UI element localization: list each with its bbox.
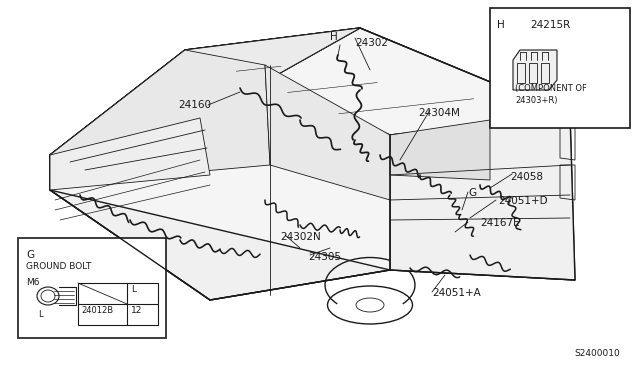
Polygon shape xyxy=(50,28,575,280)
Text: H: H xyxy=(330,32,338,42)
Bar xyxy=(490,8,630,128)
Text: S2400010: S2400010 xyxy=(574,349,620,358)
Text: G: G xyxy=(468,188,476,198)
Text: 24012B: 24012B xyxy=(81,306,113,315)
Polygon shape xyxy=(50,118,210,190)
Text: (COMPONENT OF: (COMPONENT OF xyxy=(515,84,587,93)
Polygon shape xyxy=(50,28,360,155)
Text: 24302: 24302 xyxy=(355,38,388,48)
Text: 24302N: 24302N xyxy=(280,232,321,242)
Bar xyxy=(78,283,158,325)
Polygon shape xyxy=(265,65,390,200)
Text: 24058: 24058 xyxy=(510,172,543,182)
Text: 12: 12 xyxy=(131,306,142,315)
Text: L: L xyxy=(38,310,43,319)
Text: 24167E: 24167E xyxy=(480,218,520,228)
Bar xyxy=(18,238,166,338)
Text: 24051+D: 24051+D xyxy=(498,196,548,206)
Text: 24303+R): 24303+R) xyxy=(515,96,557,105)
Polygon shape xyxy=(50,28,360,155)
Polygon shape xyxy=(390,115,575,280)
Polygon shape xyxy=(390,120,490,180)
Text: G: G xyxy=(26,250,34,260)
Text: 24160: 24160 xyxy=(178,100,211,110)
Text: GROUND BOLT: GROUND BOLT xyxy=(26,262,92,271)
Text: 24215R: 24215R xyxy=(530,20,570,30)
Polygon shape xyxy=(50,50,390,300)
Text: H: H xyxy=(497,20,505,30)
Polygon shape xyxy=(50,50,270,185)
Polygon shape xyxy=(513,50,557,90)
Text: 24051+A: 24051+A xyxy=(432,288,481,298)
Text: 24305: 24305 xyxy=(308,252,341,262)
Text: M6: M6 xyxy=(26,278,40,287)
Text: L: L xyxy=(131,285,136,294)
Text: 24304M: 24304M xyxy=(418,108,460,118)
Polygon shape xyxy=(185,28,570,135)
